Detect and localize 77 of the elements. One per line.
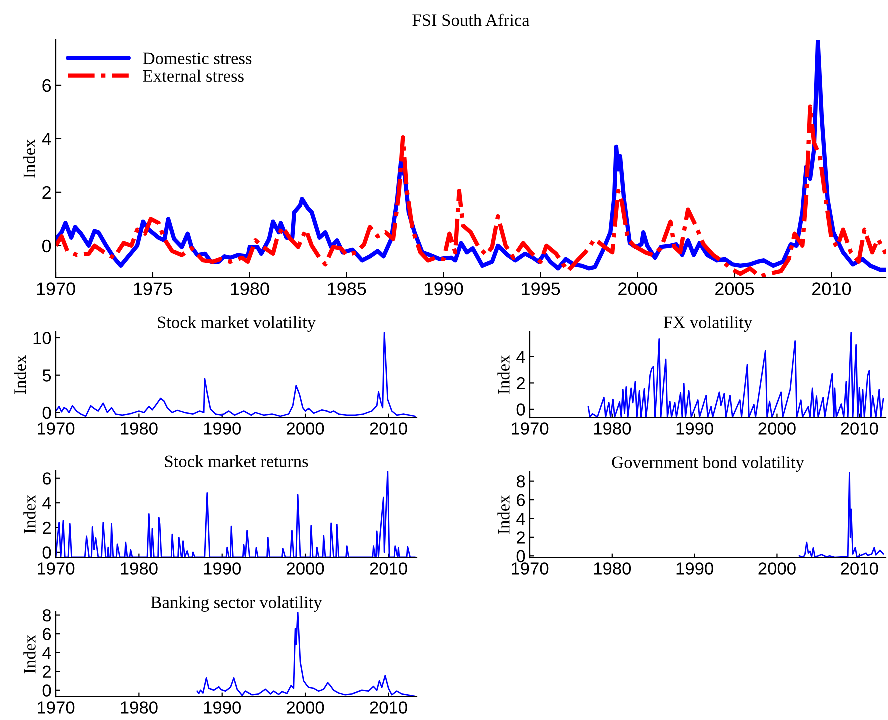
x-tick-label: 2010 <box>841 562 878 575</box>
y-tick-label: 2 <box>43 522 51 534</box>
x-tick-label: 2010 <box>370 422 408 435</box>
x-tick-label: 1980 <box>121 702 158 714</box>
chart-title: FSI South Africa <box>412 14 530 26</box>
x-tick-label: 1970 <box>38 562 75 575</box>
chart-title: Government bond volatility <box>612 456 804 472</box>
y-axis-title: Index <box>24 494 36 534</box>
y-tick-label: 4 <box>516 351 526 364</box>
x-tick-label: 1980 <box>121 422 158 435</box>
x-tick-label: 2000 <box>618 282 658 296</box>
y-tick-label: 0 <box>516 404 526 416</box>
x-tick-label: 1990 <box>204 422 241 435</box>
line-series <box>196 612 416 697</box>
x-tick-label: 1975 <box>134 282 172 296</box>
x-tick-label: 1970 <box>38 702 75 714</box>
legend-label: External stress <box>143 70 244 82</box>
line-series <box>56 332 416 418</box>
chart-title: Banking sector volatility <box>151 596 322 612</box>
x-tick-label: 2000 <box>287 422 324 435</box>
y-axis-title: Index <box>498 355 510 394</box>
x-tick-label: 1990 <box>425 282 464 296</box>
x-tick-label: 2010 <box>841 422 878 435</box>
y-tick-label: 10 <box>34 332 52 344</box>
y-tick-label: 0 <box>516 550 526 563</box>
y-axis-title: Index <box>23 139 36 178</box>
y-tick-label: 0 <box>42 546 52 559</box>
y-tick-label: 6 <box>42 79 52 92</box>
y-tick-label: 2 <box>43 666 51 678</box>
x-tick-label: 1990 <box>676 422 714 435</box>
y-axis-title: Index <box>14 355 26 394</box>
x-tick-label: 2005 <box>716 282 754 296</box>
x-tick-label: 2010 <box>370 562 408 575</box>
y-tick-label: 0 <box>42 240 52 253</box>
y-axis-title: Index <box>24 634 36 674</box>
y-axis-title: Index <box>498 495 510 534</box>
y-tick-label: 6 <box>43 472 52 485</box>
x-tick-label: 1990 <box>676 562 714 575</box>
y-tick-label: 2 <box>517 377 525 390</box>
x-tick-label: 2000 <box>287 702 324 714</box>
x-tick-label: 1970 <box>512 422 549 435</box>
x-tick-label: 1990 <box>204 702 241 714</box>
x-tick-label: 2010 <box>370 702 408 714</box>
x-tick-label: 1970 <box>38 422 75 435</box>
chart-title: Stock market volatility <box>158 316 316 332</box>
x-tick-label: 1990 <box>204 562 241 575</box>
y-tick-label: 4 <box>42 133 52 146</box>
y-tick-label: 8 <box>516 476 526 488</box>
y-tick-label: 4 <box>516 513 526 526</box>
y-tick-label: 2 <box>42 186 51 199</box>
x-tick-label: 1985 <box>328 282 366 296</box>
chart-title: FX volatility <box>664 316 753 332</box>
x-tick-label: 2010 <box>812 282 852 296</box>
line-series <box>588 332 884 418</box>
line-series <box>56 471 416 558</box>
x-tick-label: 1980 <box>594 422 632 435</box>
y-tick-label: 2 <box>517 532 525 544</box>
y-tick-label: 0 <box>42 684 52 697</box>
y-tick-label: 6 <box>517 494 526 507</box>
y-tick-label: 6 <box>43 628 52 641</box>
x-tick-label: 1980 <box>121 562 158 575</box>
y-tick-label: 0 <box>42 406 52 420</box>
x-tick-label: 2000 <box>758 562 796 575</box>
line-series <box>798 472 884 558</box>
chart-title: Stock market returns <box>165 455 308 468</box>
x-tick-label: 1995 <box>522 282 560 296</box>
x-tick-label: 2000 <box>287 562 324 575</box>
x-tick-label: 1970 <box>512 562 549 575</box>
x-tick-label: 1970 <box>37 282 76 296</box>
y-tick-label: 4 <box>42 647 52 660</box>
legend-label: Domestic stress <box>143 52 252 64</box>
x-tick-label: 1980 <box>231 282 270 296</box>
x-tick-label: 2000 <box>758 422 796 435</box>
y-tick-label: 4 <box>42 497 52 510</box>
y-tick-label: 8 <box>42 609 52 622</box>
y-tick-label: 5 <box>42 370 52 382</box>
x-tick-label: 1980 <box>594 562 632 575</box>
